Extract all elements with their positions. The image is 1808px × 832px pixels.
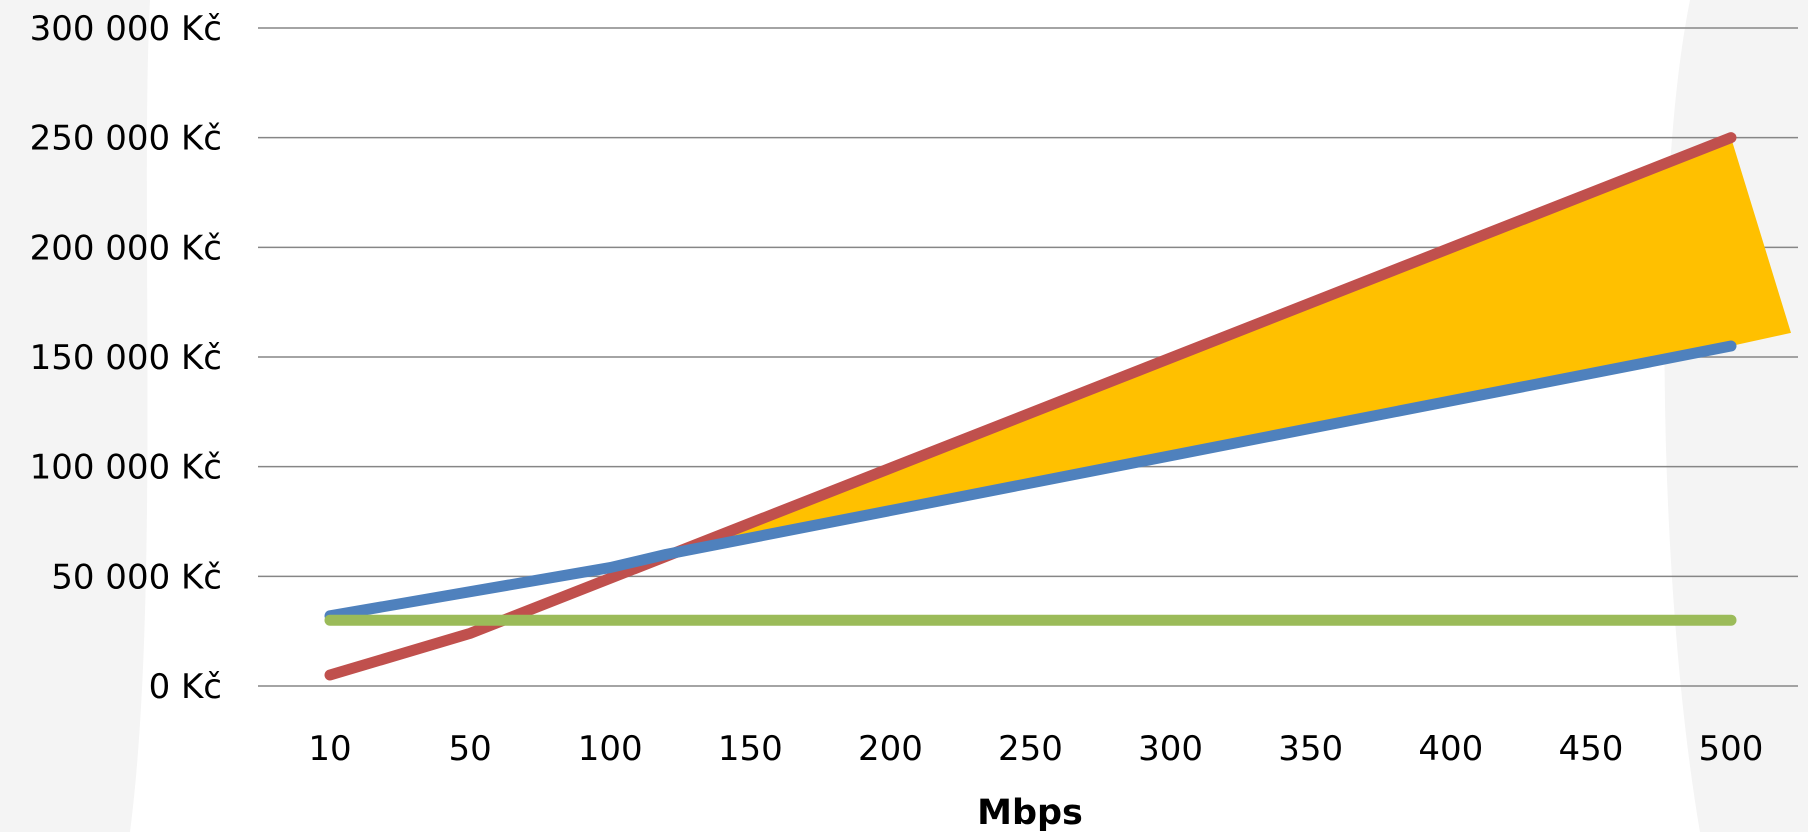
x-tick-label: 50 [448,729,491,769]
y-axis-tick-labels: 0 Kč 50 000 Kč 100 000 Kč 150 000 Kč 200 000… [30,9,222,707]
x-axis-tick-labels: 10 50 100 150 200 250 300 350 400 450 500 [308,729,1763,769]
x-tick-label: 400 [1418,729,1483,769]
x-tick-label: 200 [858,729,923,769]
x-tick-label: 350 [1278,729,1343,769]
x-tick-label: 450 [1558,729,1623,769]
x-axis-label: Mbps [977,793,1083,832]
x-tick-label: 250 [998,729,1063,769]
series-line-blue [324,340,1737,622]
y-tick-label: 100 000 Kč [30,448,222,488]
y-tick-label: 250 000 Kč [30,119,222,159]
y-tick-label: 150 000 Kč [30,338,222,378]
y-tick-label: 0 Kč [149,667,222,707]
x-tick-label: 500 [1699,729,1764,769]
background-panel [130,0,1700,832]
x-tick-label: 100 [578,729,643,769]
series-line-red [324,132,1737,681]
y-tick-label: 200 000 Kč [30,228,222,268]
x-tick-label: 10 [308,729,351,769]
y-tick-label: 50 000 Kč [51,557,222,597]
x-tick-label: 300 [1138,729,1203,769]
series-lines [324,132,1737,681]
x-tick-label: 150 [718,729,783,769]
y-tick-label: 300 000 Kč [30,9,222,49]
